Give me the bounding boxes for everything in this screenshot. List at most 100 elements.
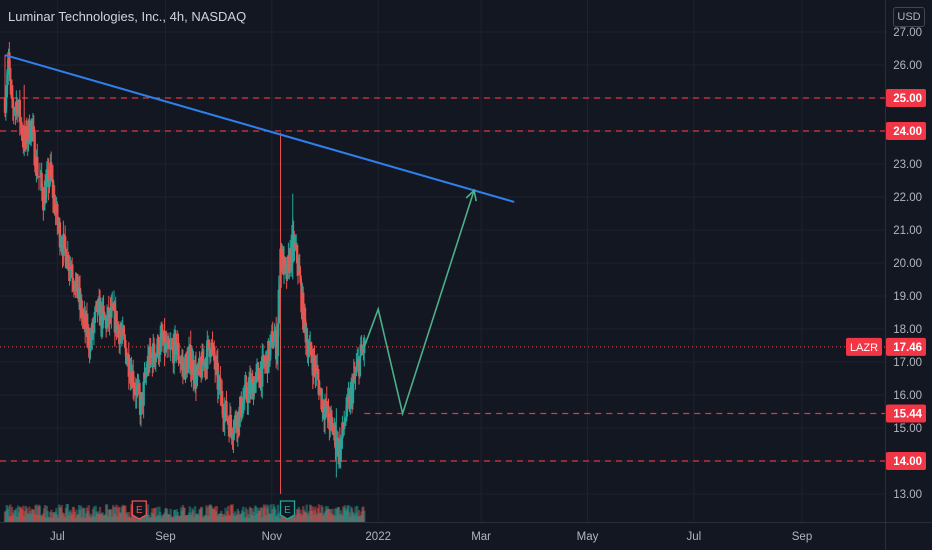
volume-bar — [35, 504, 38, 522]
candle-body — [210, 342, 213, 354]
volume-bar — [235, 514, 239, 522]
volume-bar — [360, 511, 363, 522]
volume-bar — [352, 513, 355, 522]
time-tick-label: Jul — [50, 531, 65, 543]
volume-bar — [293, 513, 296, 522]
candle-body — [199, 357, 202, 366]
volume-bar — [340, 513, 343, 522]
candle-body — [209, 353, 212, 357]
price-axis[interactable]: 27.00 26.00 25.00 24.00 23.00 22.00 21.00 20.00… — [846, 27, 926, 501]
volume-bar — [306, 512, 309, 522]
time-tick-label: 2022 — [365, 531, 391, 543]
volume-bar — [17, 512, 21, 522]
volume-bar — [353, 515, 356, 522]
volume-bar — [257, 511, 260, 522]
volume-bar — [337, 506, 341, 522]
projection-arrowhead[interactable] — [465, 188, 477, 202]
level-price-badge — [886, 122, 926, 140]
volume-bar — [249, 508, 253, 522]
volume-bar — [247, 514, 250, 522]
volume-bar — [214, 511, 218, 522]
volume-bar — [178, 516, 181, 522]
candle-body — [29, 139, 32, 142]
volume-bar — [319, 512, 322, 522]
horizontal-levels[interactable] — [0, 97, 885, 462]
volume-bar — [9, 516, 13, 522]
volume-bar — [311, 506, 315, 522]
volume-bar — [32, 509, 35, 522]
candle-body — [327, 405, 330, 422]
candle-body — [21, 134, 24, 139]
volume-bar — [274, 509, 277, 522]
price-tick-label: 17.00 — [893, 357, 922, 369]
volume-bar — [259, 508, 262, 522]
candle-body — [309, 342, 313, 356]
volume-bar — [84, 517, 87, 522]
candle-body — [340, 438, 343, 443]
candle-body — [292, 230, 295, 252]
candle-body — [124, 340, 127, 349]
candle-body — [282, 257, 286, 275]
volume-bar — [228, 515, 232, 522]
earnings-icon[interactable] — [279, 500, 296, 520]
volume-bar — [261, 508, 265, 522]
volume-bar — [75, 509, 78, 522]
candle-body — [11, 98, 15, 108]
volume-bar — [299, 509, 302, 522]
candle-body — [122, 327, 125, 335]
volume-bar — [208, 504, 212, 522]
volume-bar — [225, 516, 228, 522]
volume-bar — [301, 514, 304, 522]
projection-group[interactable] — [363, 188, 477, 417]
volume-bar — [34, 505, 37, 522]
volume-bar — [120, 507, 124, 522]
candle-body — [74, 280, 77, 291]
volume-bar — [133, 513, 137, 522]
candle-body — [214, 361, 218, 370]
volume-bar — [42, 513, 45, 522]
volume-bar — [161, 514, 165, 522]
volume-bar — [9, 504, 12, 522]
volume-bar — [278, 517, 281, 522]
volume-bar — [273, 506, 276, 522]
volume-bar — [125, 512, 129, 522]
volume-bar — [119, 513, 123, 522]
earnings-icon[interactable] — [131, 500, 147, 520]
volume-bar — [30, 508, 34, 522]
volume-bar — [295, 514, 298, 522]
trendline-group[interactable] — [4, 54, 515, 203]
volume-bar — [349, 516, 352, 522]
volume-bar — [88, 516, 91, 522]
candle-body — [87, 327, 90, 346]
volume-bar — [149, 517, 152, 522]
earnings-marker[interactable]: E — [131, 500, 147, 520]
volume-bar — [246, 509, 249, 522]
currency-button[interactable]: USD — [893, 7, 925, 27]
volume-bar — [232, 513, 235, 522]
volume-bar — [195, 514, 199, 522]
volume-bar — [363, 510, 366, 522]
candle-body — [241, 402, 245, 414]
volume-bar — [343, 505, 347, 522]
candle-body — [148, 346, 151, 369]
volume-bar — [201, 517, 205, 522]
volume-bar — [303, 511, 307, 522]
volume-bar — [99, 514, 103, 522]
trendline[interactable] — [4, 54, 515, 203]
projection-path[interactable] — [363, 190, 475, 417]
volume-bar — [357, 509, 361, 522]
volume-bar — [45, 505, 49, 522]
volume-bar — [6, 509, 9, 522]
volume-bar — [162, 514, 165, 522]
time-axis[interactable]: Jul Sep Nov 2022 Mar May Jul Sep — [50, 531, 812, 543]
candle-body — [14, 106, 17, 112]
volume-bar — [118, 506, 121, 522]
volume-bar — [279, 511, 282, 522]
level-price-label: 14.00 — [893, 456, 922, 468]
earnings-marker[interactable]: E — [279, 500, 296, 520]
candle-body — [160, 332, 164, 339]
candle-body — [261, 356, 264, 387]
volume-bar — [61, 512, 64, 522]
